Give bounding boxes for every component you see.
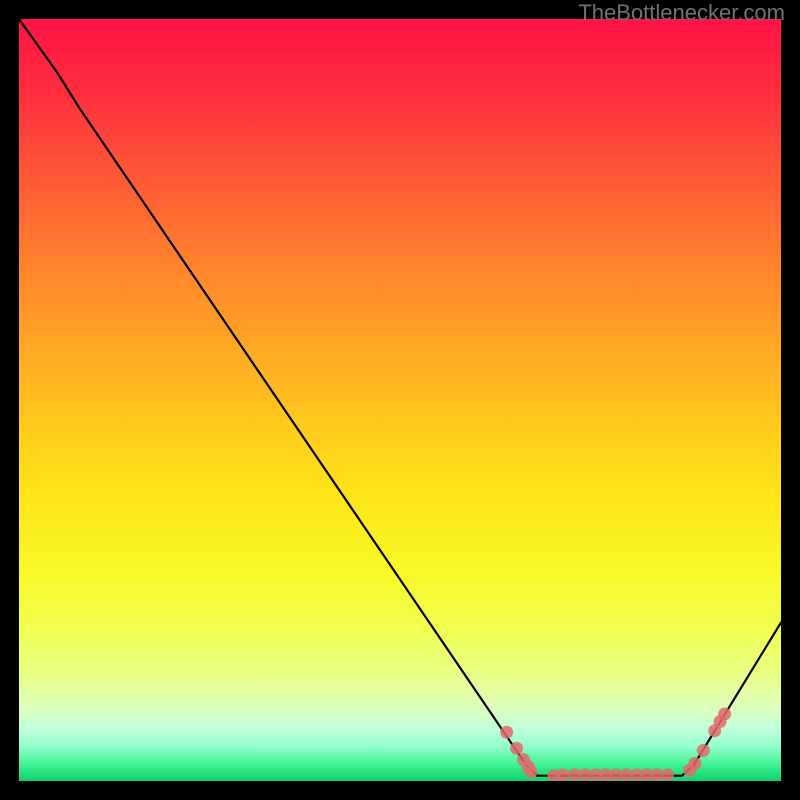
watermark-label: TheBottlenecker.com [578, 0, 785, 26]
gradient-rect [19, 19, 781, 781]
chart-container: TheBottlenecker.com [0, 0, 800, 800]
gradient-plot-area [19, 19, 781, 781]
